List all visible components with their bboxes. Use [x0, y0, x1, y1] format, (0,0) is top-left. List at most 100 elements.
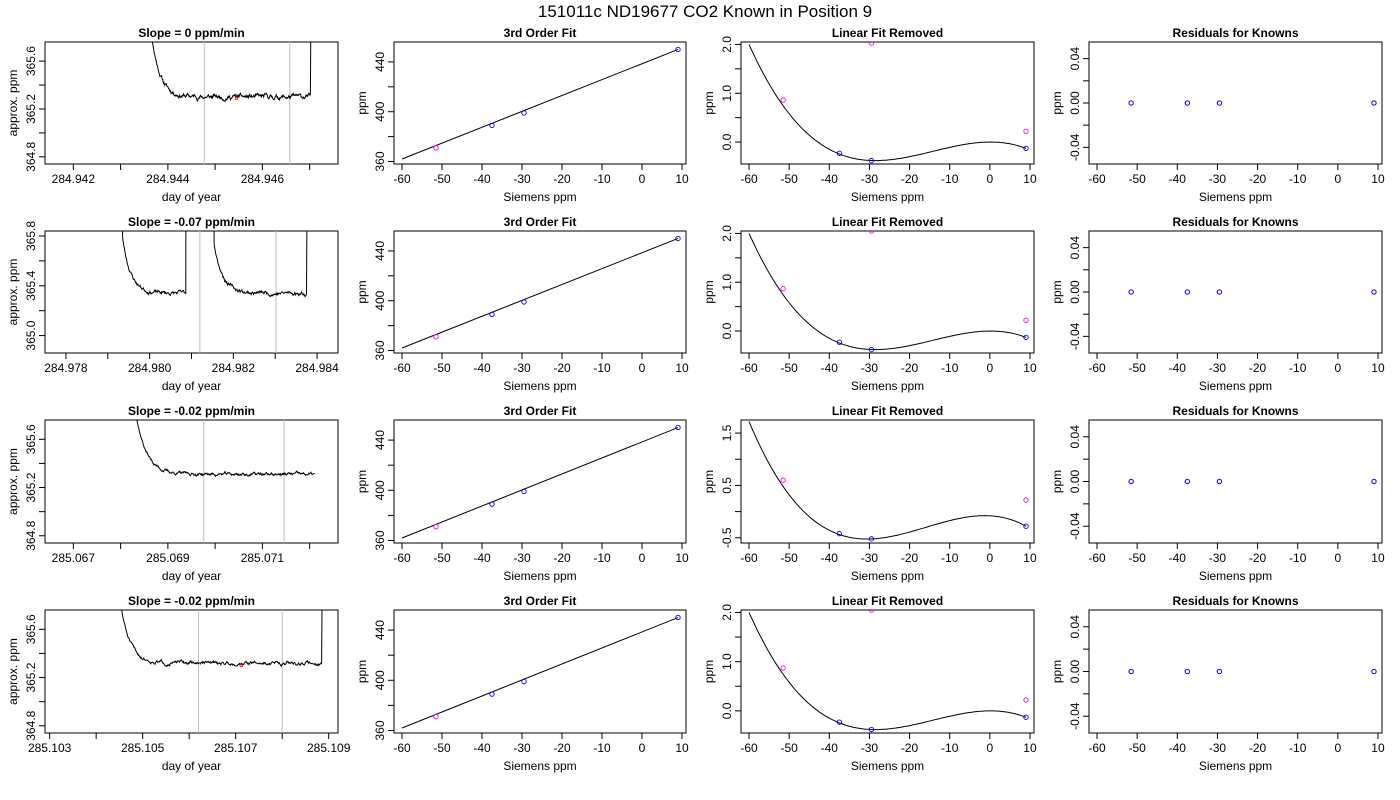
blue-point	[868, 536, 875, 542]
plot-area	[401, 46, 681, 160]
y-tick-label: -0.04	[1068, 512, 1082, 540]
plot-frame	[740, 230, 1035, 354]
magenta-point	[433, 145, 439, 151]
y-axis-label: ppm	[355, 280, 369, 303]
y-axis-label: ppm	[1050, 91, 1064, 114]
x-tick-label: 0	[1335, 741, 1342, 755]
x-tick-label: 10	[1371, 361, 1385, 375]
panel-title: Linear Fit Removed	[832, 594, 943, 608]
x-tick-label: -10	[941, 741, 959, 755]
x-tick-label: -20	[901, 172, 919, 186]
x-tick-label: -30	[513, 741, 531, 755]
y-tick-label: 440	[373, 620, 387, 640]
x-tick-label: 10	[1023, 551, 1037, 565]
panel-1-2: Linear Fit Removed -60 -50 -40 -30 -20 -10 0 10 0…	[702, 215, 1037, 393]
panel-1-3: Residuals for Knowns -60 -50 -40 -30 -20 -10 0 1…	[1050, 215, 1385, 393]
y-axis-label: ppm	[702, 660, 716, 683]
blue-point	[521, 678, 527, 685]
y-tick-label: 365.2	[24, 94, 38, 124]
x-tick-label: -60	[393, 551, 411, 565]
panel-0-2: Linear Fit Removed -60 -50 -40 -30 -20 -10 0 10 0…	[702, 26, 1037, 204]
magenta-point	[433, 524, 439, 530]
plot-frame	[44, 609, 339, 734]
x-tick-label: -10	[1289, 551, 1307, 565]
blue-point	[489, 501, 495, 507]
x-tick-label: -30	[513, 361, 531, 375]
plot-area	[1128, 289, 1377, 295]
panel-title: 3rd Order Fit	[504, 404, 577, 418]
x-tick-label: 10	[675, 172, 689, 186]
y-axis-label: approx. ppm	[6, 259, 20, 326]
y-tick-label: 0.04	[1068, 615, 1082, 639]
x-tick-label: 0	[1335, 551, 1342, 565]
x-tick-label: 0	[987, 741, 994, 755]
x-tick-label: -10	[1289, 741, 1307, 755]
y-tick-label: 2.0	[720, 604, 734, 621]
blue-point	[489, 122, 495, 129]
y-tick-label: 365.8	[24, 221, 38, 251]
x-axis-label: Siemens ppm	[503, 569, 576, 583]
blue-point	[1371, 478, 1377, 485]
x-tick-label: -20	[553, 551, 571, 565]
plot-frame	[393, 230, 687, 354]
x-tick-label: 285.109	[307, 741, 351, 755]
plot-area	[122, 231, 308, 353]
blue-point	[1184, 478, 1190, 485]
x-tick-label: 0	[639, 551, 646, 565]
blue-point	[1216, 668, 1223, 675]
x-tick-label: 10	[675, 741, 689, 755]
x-tick-label: -40	[1169, 172, 1187, 186]
plot-frame	[44, 230, 339, 354]
y-tick-label: 365.6	[24, 614, 38, 644]
panel-title: 3rd Order Fit	[504, 594, 577, 608]
magenta-point	[1023, 697, 1029, 703]
blue-point	[836, 530, 842, 537]
x-tick-label: 10	[1371, 551, 1385, 565]
magenta-point	[780, 285, 786, 292]
panel-0-3: Residuals for Knowns -60 -50 -40 -30 -20 -10 0 1…	[1050, 26, 1385, 204]
x-tick-label: 285.069	[146, 551, 190, 565]
x-tick-label: -10	[1289, 361, 1307, 375]
y-axis-label: ppm	[355, 470, 369, 493]
x-axis-label: day of year	[162, 569, 221, 583]
panel-title: 3rd Order Fit	[504, 26, 577, 40]
x-tick-label: -20	[1249, 741, 1267, 755]
panel-1-0: Slope = -0.07 ppm/min 284.978 284.980 284.9…	[6, 215, 339, 393]
blue-point	[675, 424, 681, 431]
panel-title: Linear Fit Removed	[832, 404, 943, 418]
plot-area	[401, 614, 681, 729]
blue-point	[1023, 523, 1029, 529]
x-tick-label: -40	[821, 172, 839, 186]
x-tick-label: -20	[553, 741, 571, 755]
fit-line	[401, 427, 679, 539]
blue-point	[675, 614, 681, 621]
x-tick-label: -50	[780, 551, 798, 565]
blue-point	[868, 346, 875, 353]
x-tick-label: 284.984	[295, 361, 339, 375]
plot-area	[401, 235, 681, 349]
data-point	[239, 663, 243, 668]
x-tick-label: 10	[1023, 741, 1037, 755]
plot-frame	[740, 609, 1035, 734]
blue-point	[1128, 100, 1134, 106]
x-tick-label: 0	[639, 361, 646, 375]
y-axis-label: ppm	[702, 91, 716, 114]
blue-point	[675, 46, 681, 53]
data-point	[234, 96, 239, 100]
panel-title: Slope = 0 ppm/min	[138, 26, 244, 40]
blue-point	[1371, 668, 1377, 675]
x-tick-label: -10	[593, 741, 611, 755]
panel-grid: Slope = 0 ppm/min 284.942 284.944 284.946 36…	[6, 26, 1385, 773]
x-tick-label: -40	[1169, 551, 1187, 565]
x-tick-label: -60	[1088, 361, 1106, 375]
blue-point	[675, 235, 681, 242]
x-tick-label: 0	[639, 741, 646, 755]
x-tick-label: -60	[1088, 172, 1106, 186]
x-tick-label: -10	[1289, 172, 1307, 186]
y-axis-label: approx. ppm	[6, 70, 20, 137]
panel-title: Residuals for Knowns	[1172, 594, 1298, 608]
x-tick-label: -40	[473, 741, 491, 755]
y-tick-label: 365.2	[24, 472, 38, 502]
plot-frame	[393, 609, 687, 734]
y-tick-label: 1.0	[720, 274, 734, 291]
